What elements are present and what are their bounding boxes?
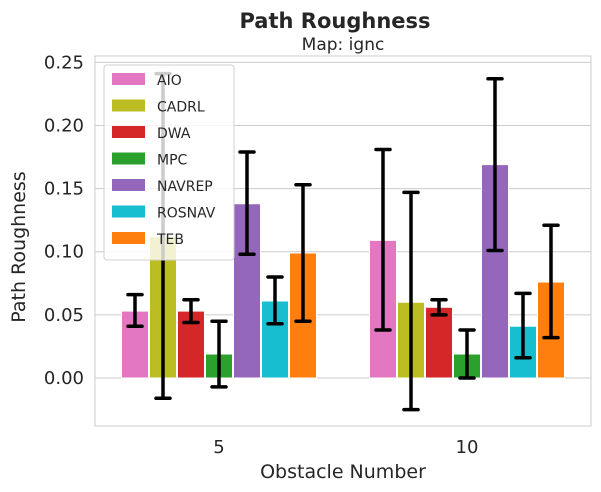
error-bar-mpc-5: [210, 319, 228, 389]
chart-title: Path Roughness: [239, 9, 430, 33]
x-axis-label: Obstacle Number: [260, 461, 426, 483]
error-bar-teb-10: [542, 223, 560, 340]
legend-swatch-mpc: [112, 152, 145, 165]
error-bar-aio-10: [374, 147, 392, 332]
legend-swatch-teb: [112, 232, 145, 244]
y-axis-label: Path Roughness: [8, 171, 30, 322]
error-bar-teb-5: [294, 183, 312, 323]
chart-subtitle: Map: ignc: [302, 35, 385, 55]
error-bars: [126, 71, 560, 412]
legend-swatch-rosnav: [112, 205, 145, 218]
error-bar-rosnav-5: [266, 275, 284, 326]
error-bar-dwa-5: [182, 297, 200, 325]
error-bar-cadrl-10: [402, 190, 420, 412]
legend-label-navrep: NAVREP: [157, 179, 213, 195]
legend-label-dwa: DWA: [157, 126, 191, 142]
x-tick-label: 10: [456, 437, 479, 458]
legend-label-teb: TEB: [156, 232, 184, 248]
y-tick-label: 0.00: [44, 368, 84, 389]
legend-label-mpc: MPC: [157, 153, 188, 169]
legend-swatch-cadrl: [112, 99, 145, 112]
legend-swatch-dwa: [112, 126, 145, 138]
y-tick-label: 0.20: [44, 115, 84, 136]
x-tick-label: 5: [213, 437, 224, 458]
legend: AIO CADRL DWA MPC NAVREP ROSNAV TEB: [103, 64, 235, 261]
error-bar-navrep-5: [238, 150, 256, 257]
error-bar-rosnav-10: [514, 291, 532, 360]
legend-label-aio: AIO: [157, 73, 182, 89]
legend-swatch-navrep: [112, 179, 145, 191]
plot-border: [94, 55, 592, 427]
y-tick-label: 0.15: [44, 179, 84, 200]
legend-label-rosnav: ROSNAV: [157, 206, 216, 222]
y-tick-label: 0.05: [44, 305, 84, 326]
y-tick-label: 0.10: [44, 242, 84, 263]
legend-label-cadrl: CADRL: [157, 100, 205, 116]
tick-labels: 0.00 0.05 0.10 0.15 0.20 0.25 5 10: [44, 52, 479, 458]
y-tick-label: 0.25: [44, 52, 84, 73]
bar-dwa-10: [425, 306, 453, 379]
legend-swatch-aio: [112, 73, 145, 85]
error-bar-navrep-10: [486, 76, 504, 253]
error-bar-aio-5: [126, 292, 144, 328]
error-bar-dwa-10: [430, 297, 448, 317]
error-bar-mpc-10: [458, 328, 476, 380]
plot-frame: [94, 55, 592, 427]
